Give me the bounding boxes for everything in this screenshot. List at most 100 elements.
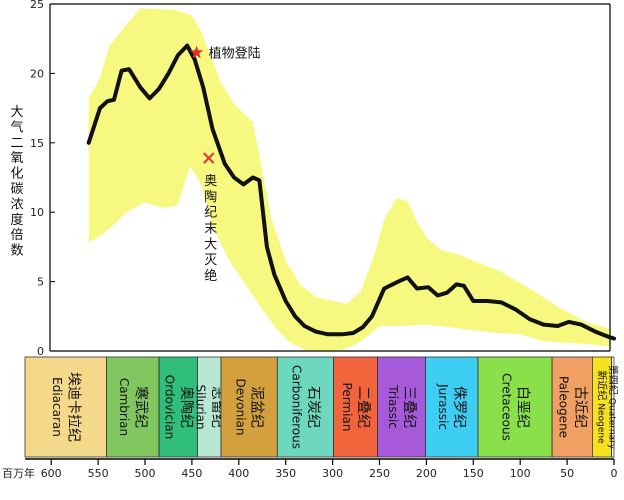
period-box — [551, 356, 593, 458]
period-name-zh: 新近纪 — [596, 370, 609, 400]
period-label-group: 新近纪 Neogene — [596, 370, 609, 444]
period-name-zh: 白垩纪 — [515, 386, 531, 428]
period-box — [24, 356, 107, 458]
x-tick-label: 400 — [228, 467, 249, 480]
period-name-en: Cambrian — [117, 378, 131, 436]
period-name-en: Devonian — [233, 379, 247, 436]
period-label-group: 三叠纪Triassic — [386, 384, 417, 429]
y-tick-label: 0 — [37, 345, 44, 358]
period-label-group: 侏罗纪Jurassic — [436, 383, 467, 430]
period-name-en: Quaternary — [606, 398, 616, 450]
period-name-en: Carboniferous — [290, 365, 304, 449]
annotation-label-char: 奥 — [204, 174, 217, 189]
period-name-en: Cretaceous — [499, 373, 513, 441]
period-label-group: 志留纪Silurian — [194, 384, 225, 429]
x-tick-label: 0 — [611, 467, 618, 480]
y-tick-label: 5 — [37, 276, 44, 289]
period-name-en: Permian — [340, 383, 354, 432]
period-name-zh: 三叠纪 — [401, 386, 417, 428]
y-axis-label-char: 度 — [10, 212, 23, 228]
plant-landing-star-icon — [189, 45, 204, 59]
annotation-label-char: 末 — [204, 221, 217, 236]
period-name-en: Ediacaran — [50, 377, 64, 437]
y-axis-label-char: 碳 — [10, 182, 23, 197]
x-tick-label: 550 — [88, 467, 109, 480]
x-tick-label: 50 — [560, 467, 574, 480]
period-box — [276, 356, 334, 458]
period-name-zh: 埃迪卡拉纪 — [65, 372, 81, 442]
period-label-group: 泥盆纪Devonian — [233, 379, 264, 436]
y-axis-label-char: 气 — [10, 119, 23, 135]
annotation-label-char: 灭 — [204, 253, 217, 268]
period-label-group: 第四纪 Quaternary — [606, 365, 619, 450]
period-box — [425, 356, 479, 458]
x-tick-label: 100 — [510, 467, 531, 480]
period-name-en: Ordovician — [163, 375, 177, 439]
period-label-group: 白垩纪Cretaceous — [499, 373, 530, 441]
period-box — [333, 356, 378, 458]
period-name-zh: 侏罗纪 — [451, 386, 467, 428]
period-label: 古近纪Paleogene — [557, 376, 588, 438]
period-name-en: Paleogene — [557, 376, 571, 438]
period-label: 埃迪卡拉纪Ediacaran — [50, 372, 81, 442]
y-axis-label: 大气二氧化碳浓度倍数 — [10, 105, 23, 259]
period-label: 泥盆纪Devonian — [233, 379, 264, 436]
period-name-zh: 寒武纪 — [132, 386, 149, 428]
co2-line — [86, 43, 616, 341]
period-name-en: Triassic — [386, 384, 400, 429]
y-tick-label: 15 — [30, 137, 44, 150]
x-tick-label: 600 — [41, 467, 62, 480]
y-tick-label: 25 — [30, 0, 44, 11]
period-label: 二叠纪Permian — [340, 383, 371, 432]
uncertainty-band-layer — [88, 8, 610, 351]
period-label: 奥陶纪Ordovician — [163, 375, 195, 439]
extinction-cross-icon — [203, 152, 215, 164]
period-label-group: 古近纪Paleogene — [557, 376, 588, 438]
period-label: 新近纪 Neogene — [596, 370, 609, 444]
period-name-en: Neogene — [596, 403, 606, 444]
annotation-label-char: 大 — [204, 237, 217, 252]
y-tick-label: 10 — [30, 206, 44, 219]
period-box — [477, 356, 553, 458]
annotation-label-char: 陶 — [204, 189, 217, 205]
annotation-label: 植物登陆 — [209, 46, 261, 62]
period-label: 白垩纪Cretaceous — [499, 373, 530, 441]
annotation-label-char: 绝 — [204, 268, 217, 284]
period-name-en: Silurian — [194, 384, 208, 429]
period-name-zh: 古近纪 — [572, 386, 588, 428]
x-tick-label: 350 — [275, 467, 296, 480]
period-name-zh: 泥盆纪 — [249, 386, 265, 428]
y-axis-label-char: 化 — [10, 167, 23, 182]
period-box — [220, 356, 278, 458]
period-name-zh: 奥陶纪 — [178, 386, 195, 428]
x-tick-label: 300 — [322, 467, 343, 480]
x-tick-label: 250 — [369, 467, 390, 480]
period-label: 寒武纪Cambrian — [117, 378, 149, 436]
period-name-en: Jurassic — [436, 383, 450, 430]
y-axis-label-char: 二 — [10, 136, 23, 151]
period-label: 志留纪Silurian — [194, 384, 225, 429]
x-tick-label: 450 — [181, 467, 202, 480]
period-label: 侏罗纪Jurassic — [436, 383, 467, 430]
period-label-group: 奥陶纪Ordovician — [163, 375, 195, 439]
period-label: 第四纪 Quaternary — [606, 365, 619, 450]
y-axis-label-char: 氧 — [10, 151, 23, 166]
period-label: 石炭纪Carboniferous — [290, 365, 321, 449]
axes-layer: 0 5 10 15 20 25 — [30, 0, 611, 358]
y-tick-label: 20 — [30, 67, 44, 80]
period-box — [106, 356, 160, 458]
period-label-group: 石炭纪Carboniferous — [290, 365, 321, 449]
y-axis-label-char: 浓 — [10, 197, 23, 212]
co2-line-layer — [86, 43, 616, 341]
annotation-label-char: 纪 — [204, 206, 217, 221]
period-name-zh: 第四纪 — [606, 365, 619, 395]
period-name-zh: 二叠纪 — [355, 386, 371, 428]
x-axis-label: 百万年 — [2, 466, 35, 480]
x-tick-label: 500 — [135, 467, 156, 480]
y-axis-label-char: 倍 — [10, 228, 23, 243]
period-label-group: 埃迪卡拉纪Ediacaran — [50, 372, 81, 442]
period-label-group: 寒武纪Cambrian — [117, 378, 149, 436]
x-tick-label: 150 — [463, 467, 484, 480]
